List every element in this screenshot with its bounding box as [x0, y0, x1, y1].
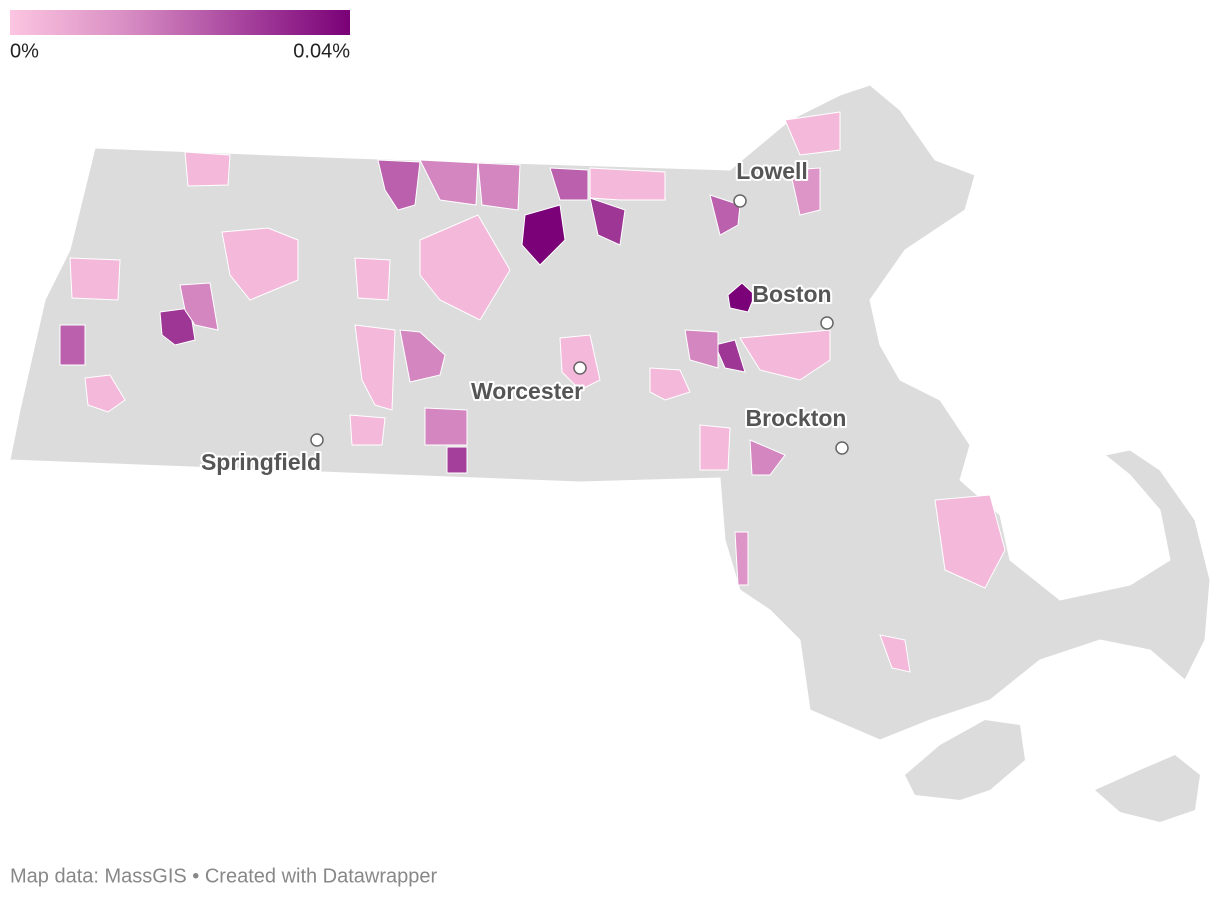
- town: [419, 159, 479, 206]
- town: [399, 329, 446, 383]
- island: [905, 720, 1025, 800]
- city-label: Brockton: [746, 405, 847, 431]
- town: [709, 194, 741, 236]
- legend-label: 0.04%: [293, 40, 350, 62]
- town: [549, 167, 589, 201]
- town: [739, 329, 831, 381]
- city-marker: [573, 361, 587, 375]
- town: [699, 424, 731, 471]
- city-marker: [835, 441, 849, 455]
- city-label: Boston: [752, 281, 831, 307]
- legend: 0% 0.04%: [9, 35, 351, 62]
- footer: Map data: MassGIS • Created with Datawra…: [10, 865, 438, 887]
- town: [59, 324, 86, 366]
- city-label: Lowell: [736, 158, 808, 184]
- town: [934, 494, 1006, 589]
- city-label: Worcester: [471, 378, 583, 404]
- town: [84, 374, 126, 413]
- town: [714, 339, 746, 373]
- town: [354, 324, 396, 411]
- town: [221, 227, 299, 301]
- state-shape: [9, 84, 1211, 741]
- town: [424, 407, 468, 446]
- city-marker: [820, 316, 834, 330]
- town: [446, 446, 468, 474]
- town: [684, 329, 719, 369]
- town: [789, 167, 821, 216]
- town: [749, 439, 786, 476]
- cities: Lowell Boston Worcester Brockton Springfield: [199, 156, 849, 477]
- legend-label: 0%: [10, 40, 39, 62]
- towns: [59, 111, 1006, 673]
- town: [354, 257, 391, 301]
- town: [179, 282, 219, 331]
- town: [69, 257, 121, 301]
- town: [419, 214, 511, 321]
- town: [734, 531, 749, 586]
- town: [477, 162, 521, 211]
- town: [727, 282, 756, 313]
- city-label: Springfield: [201, 449, 321, 475]
- city-marker: [733, 194, 747, 208]
- town: [377, 159, 421, 211]
- town: [184, 151, 231, 187]
- town: [349, 414, 386, 446]
- island: [1095, 755, 1200, 822]
- legend-bar: [10, 10, 350, 35]
- town: [649, 367, 691, 401]
- town: [784, 111, 841, 156]
- town: [879, 634, 911, 673]
- town: [589, 167, 666, 201]
- town: [589, 197, 626, 246]
- town: [521, 204, 566, 266]
- city-marker: [310, 433, 324, 447]
